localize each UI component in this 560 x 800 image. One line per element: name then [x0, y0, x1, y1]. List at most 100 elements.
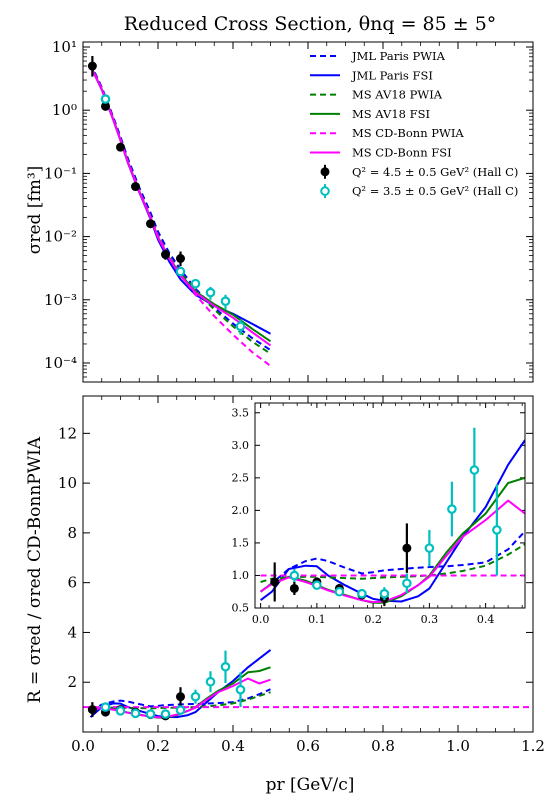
inset-q-3-5-0-5-gev-hall-c-point	[357, 588, 367, 599]
inset-q-3-5-0-5-gev-hall-c-point	[447, 504, 457, 514]
bottom-y-axis-label: R = σred / σred CD-BonnPWIA	[25, 436, 45, 703]
top-y-tick-label: 10⁻¹	[44, 164, 77, 182]
top-jml-paris-fsi-line	[89, 65, 271, 335]
bottom-q-4-5-0-5-gev-hall-c-point	[176, 692, 185, 702]
bottom-q-3-5-0-5-gev-hall-c-point	[145, 709, 156, 719]
top-q-4-5-0-5-gev-hall-c-point	[116, 142, 125, 152]
inset-q-4-5-0-5-gev-hall-c-point	[402, 543, 412, 553]
inset-y-tick-label: 3.0	[232, 439, 250, 452]
inset-q-3-5-0-5-gev-hall-c-point	[469, 465, 480, 475]
legend-ms-av18-fsi-label: MS AV18 FSI	[352, 107, 430, 121]
legend-q-3-5-0-5-gev-hall-c-label: Q² = 3.5 ± 0.5 GeV² (Hall C)	[352, 184, 518, 198]
bottom-x-tick-label: 1.2	[521, 737, 545, 755]
bottom-q-3-5-0-5-gev-hall-c-point	[100, 702, 111, 712]
inset-y-tick-label: 0.5	[232, 602, 250, 615]
inset-q-3-5-0-5-gev-hall-c-point	[492, 525, 502, 535]
top-y-tick-label: 10¹	[52, 38, 77, 56]
bottom-y-tick-label: 6	[67, 574, 77, 592]
top-q-3-5-0-5-gev-hall-c-point	[190, 278, 201, 289]
top-q-4-5-0-5-gev-hall-c-point	[131, 182, 140, 192]
legend-ms-av18-pwia-label: MS AV18 PWIA	[352, 88, 443, 102]
inset-series-group	[259, 427, 525, 607]
inset-y-tick-label: 1.0	[232, 569, 250, 582]
bottom-y-tick-label: 12	[58, 424, 77, 442]
inset-y-tick-label: 2.0	[232, 504, 250, 517]
top-y-tick-label: 10⁻⁴	[44, 354, 77, 372]
inset-ms-cd-bonn-fsi-line	[260, 499, 525, 604]
inset-q-3-5-0-5-gev-hall-c-point	[289, 570, 300, 581]
top-q-3-5-0-5-gev-hall-c-point	[235, 321, 246, 332]
bottom-x-tick-label: 0.6	[296, 737, 320, 755]
legend-q-4-5-0-5-gev-hall-c-label: Q² = 4.5 ± 0.5 GeV² (Hall C)	[352, 165, 518, 179]
top-ms-cd-bonn-pwia-line	[89, 64, 272, 367]
bottom-q-3-5-0-5-gev-hall-c-point	[115, 706, 126, 716]
top-ms-av18-pwia-line	[89, 63, 272, 355]
legend-q-3-5-0-5-gev-hall-c-swatch	[320, 186, 330, 196]
inset-y-tick-label: 3.5	[232, 406, 250, 419]
legend-ms-cd-bonn-pwia-label: MS CD-Bonn PWIA	[352, 126, 464, 140]
top-y-tick-label: 10⁰	[52, 101, 77, 119]
inset-x-tick-label: 0.2	[364, 613, 382, 626]
bottom-q-4-5-0-5-gev-hall-c-point	[87, 705, 97, 715]
bottom-ms-av18-pwia-line	[90, 691, 271, 710]
top-ms-cd-bonn-fsi-line	[89, 65, 272, 347]
bottom-q-3-5-0-5-gev-hall-c-point	[205, 676, 216, 687]
bottom-q-3-5-0-5-gev-hall-c-point	[130, 708, 141, 719]
top-ms-av18-fsi-line	[89, 65, 272, 343]
inset-background	[255, 403, 525, 608]
inset-y-tick-label: 2.5	[232, 472, 250, 485]
inset-q-3-5-0-5-gev-hall-c-point	[424, 543, 435, 553]
inset-frame	[254, 402, 526, 609]
legend-jml-paris-fsi-label: JML Paris FSI	[351, 68, 433, 82]
top-q-3-5-0-5-gev-hall-c-point	[175, 266, 186, 277]
top-series-group	[87, 56, 272, 367]
top-y-tick-label: 10⁻³	[44, 291, 77, 309]
inset-q-4-5-0-5-gev-hall-c-point	[270, 577, 280, 587]
bottom-panel: 2 4 6 8 10 12 0.0 0.2 0.4 0.6 0.8 1.0 1.2	[58, 395, 545, 755]
top-q-4-5-0-5-gev-hall-c-point	[87, 61, 97, 71]
inset-x-tick-label: 0.4	[477, 613, 495, 626]
bottom-y-tick-label: 4	[67, 623, 77, 641]
bottom-series-group	[83, 649, 533, 721]
inset-jml-paris-pwia-line	[260, 530, 525, 593]
top-jml-paris-pwia-line	[89, 62, 272, 351]
bottom-x-tick-label: 0.2	[146, 737, 170, 755]
top-q-4-5-0-5-gev-hall-c-point	[176, 254, 185, 264]
inset-x-tick-label: 0.0	[252, 613, 270, 626]
bottom-y-tick-label: 10	[58, 474, 77, 492]
legend-jml-paris-pwia-label: JML Paris PWIA	[351, 49, 446, 63]
bottom-x-tick-label: 1.0	[446, 737, 470, 755]
legend: JML Paris PWIA JML Paris FSI MS AV18 PWIA M…	[310, 49, 518, 199]
bottom-y-tick-label: 8	[67, 524, 77, 542]
legend-ms-cd-bonn-fsi-label: MS CD-Bonn FSI	[352, 146, 452, 160]
chart-title: Reduced Cross Section, θnq = 85 ± 5°	[124, 13, 497, 35]
inset-ms-av18-pwia-line	[260, 543, 525, 583]
bottom-q-3-5-0-5-gev-hall-c-point	[175, 705, 186, 715]
inset-jml-paris-fsi-line	[259, 439, 525, 603]
bottom-x-tick-label: 0.4	[221, 737, 245, 755]
top-q-4-5-0-5-gev-hall-c-point	[161, 250, 170, 260]
inset-q-4-5-0-5-gev-hall-c-point	[289, 583, 299, 593]
bottom-q-3-5-0-5-gev-hall-c-point	[160, 709, 171, 719]
bottom-jml-paris-pwia-line	[90, 688, 271, 712]
inset-q-3-5-0-5-gev-hall-c-point	[334, 586, 345, 597]
top-q-4-5-0-5-gev-hall-c-point	[101, 101, 110, 111]
inset-x-tick-label: 0.3	[421, 613, 439, 626]
bottom-y-tick-label: 2	[67, 673, 77, 691]
bottom-q-3-5-0-5-gev-hall-c-point	[190, 691, 201, 702]
top-q-3-5-0-5-gev-hall-c-point	[100, 94, 111, 104]
x-axis-label: pr [GeV/c]	[266, 775, 355, 795]
legend-q-4-5-0-5-gev-hall-c-swatch	[320, 167, 330, 177]
inset-q-3-5-0-5-gev-hall-c-point	[379, 588, 390, 599]
top-q-3-5-0-5-gev-hall-c-point	[220, 296, 231, 306]
bottom-q-3-5-0-5-gev-hall-c-point	[220, 661, 231, 672]
top-q-4-5-0-5-gev-hall-c-point	[146, 219, 155, 229]
inset-q-3-5-0-5-gev-hall-c-point	[402, 578, 412, 589]
bottom-q-3-5-0-5-gev-hall-c-point	[235, 684, 246, 695]
inset-panel: 0.5 1.0 1.5 2.0 2.5 3.0 3.5 0.0 0.1 0.2 0.3 0.4	[232, 402, 526, 626]
bottom-frame	[82, 395, 534, 733]
inset-q-3-5-0-5-gev-hall-c-point	[312, 580, 322, 591]
top-q-3-5-0-5-gev-hall-c-point	[205, 287, 216, 298]
inset-y-tick-label: 1.5	[232, 537, 250, 550]
